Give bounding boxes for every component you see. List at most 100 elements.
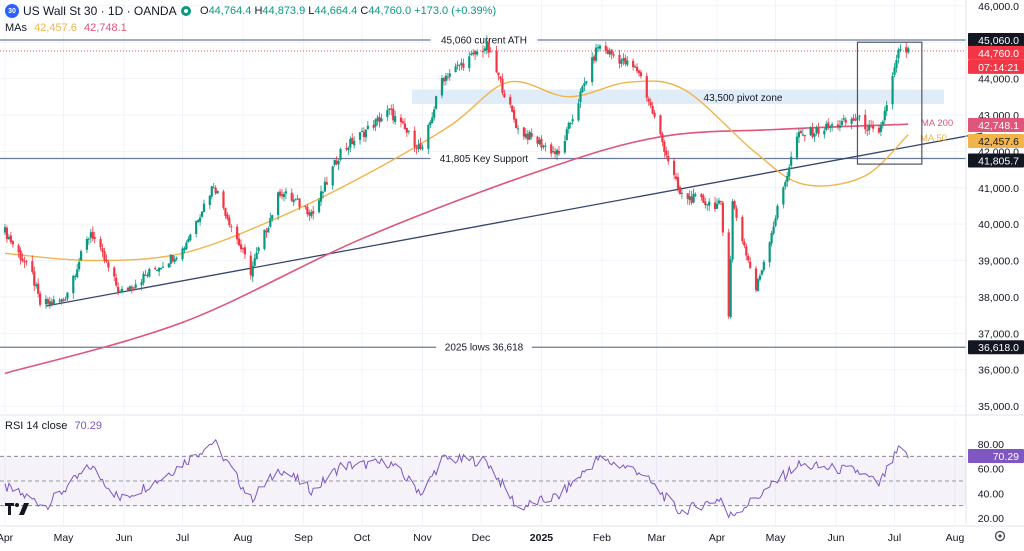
- candle-body: [776, 205, 779, 219]
- time-tick-label: May: [766, 532, 787, 544]
- pivot-zone-label: 43,500 pivot zone: [704, 93, 783, 104]
- ath-badge-bg: [968, 33, 1024, 48]
- time-tick-label: Jun: [828, 532, 845, 544]
- candle-body: [401, 121, 405, 124]
- candle-body: [255, 252, 258, 260]
- candle-body: [52, 299, 55, 305]
- candle-body: [378, 116, 381, 123]
- candle-body: [107, 262, 110, 268]
- candle-body: [323, 181, 327, 192]
- candle-body: [366, 125, 369, 129]
- candle-body: [501, 78, 504, 93]
- candle-body: [676, 177, 680, 189]
- candle-body: [680, 192, 683, 194]
- candle-body: [895, 59, 898, 69]
- candle-body: [854, 119, 857, 121]
- candle-body: [85, 239, 89, 250]
- candle-body: [35, 284, 38, 287]
- candle-body: [511, 105, 514, 112]
- candle-body: [897, 49, 900, 59]
- candle-body: [715, 203, 719, 209]
- candle-body: [325, 182, 328, 185]
- ath-badge: 45,060.0: [978, 35, 1019, 47]
- candle-body: [405, 127, 408, 133]
- candle-body: [228, 217, 231, 226]
- mas-legend[interactable]: MAs 42,457.6 42,748.1: [5, 22, 127, 34]
- candle-body: [622, 58, 625, 61]
- candle-body: [380, 118, 383, 122]
- candle-body: [713, 202, 717, 210]
- rsi-legend[interactable]: RSI 14 close 70.29: [5, 420, 102, 432]
- candle-body: [735, 208, 738, 218]
- candle-body: [731, 201, 734, 260]
- candle-body: [672, 160, 676, 175]
- candle-body: [811, 127, 814, 137]
- time-tick-label: Jun: [116, 532, 133, 544]
- open-label: O: [200, 5, 209, 17]
- candle-body: [513, 110, 516, 120]
- chart-title[interactable]: US Wall St 30 · 1D · OANDA: [23, 4, 177, 18]
- time-tick-label: Feb: [593, 532, 611, 544]
- candle-body: [249, 255, 252, 276]
- candle-body: [786, 175, 789, 182]
- candle-body: [117, 286, 120, 293]
- symbol-badge[interactable]: 30: [5, 4, 19, 18]
- close-value: 44,760.0: [368, 5, 412, 17]
- high-label: H: [254, 5, 263, 17]
- candle-body: [241, 248, 245, 250]
- candle-body: [321, 192, 325, 194]
- eye-icon[interactable]: [180, 5, 192, 17]
- candle-body: [610, 49, 613, 55]
- candle-body: [269, 218, 272, 227]
- candle-body: [360, 130, 364, 132]
- candle-body: [48, 301, 51, 305]
- candle-body: [749, 261, 752, 268]
- candle-body: [210, 186, 213, 197]
- candle-body: [304, 205, 307, 207]
- candle-body: [649, 102, 652, 106]
- candle-body: [37, 283, 40, 294]
- candle-body: [142, 273, 145, 283]
- candle-body: [768, 242, 771, 263]
- ma200-badge: 42,748.1: [978, 120, 1019, 132]
- candle-body: [171, 255, 174, 262]
- candle-body: [183, 248, 186, 251]
- candle-body: [667, 155, 670, 162]
- time-tick-label: Aug: [946, 532, 965, 544]
- price-tick-label: 40,000.0: [978, 219, 1019, 231]
- candle-body: [788, 167, 791, 177]
- candle-body: [817, 127, 820, 134]
- candle-body: [277, 192, 280, 215]
- candle-body: [167, 263, 170, 268]
- gear-icon[interactable]: [994, 530, 1006, 542]
- candle-body: [596, 47, 600, 49]
- candle-body: [747, 255, 750, 261]
- candle-body: [799, 130, 802, 134]
- candle-body: [263, 229, 266, 249]
- tradingview-logo-icon[interactable]: [5, 503, 31, 515]
- candle-body: [797, 132, 801, 138]
- candle-body: [294, 199, 297, 201]
- candle-body: [544, 145, 547, 147]
- candle-body: [743, 241, 746, 246]
- candle-body: [456, 64, 459, 66]
- candle-body: [337, 160, 340, 165]
- candle-body: [557, 150, 561, 154]
- price-tick-label: 46,000.0: [978, 1, 1019, 13]
- candle-body: [598, 45, 602, 49]
- candle-body: [905, 47, 908, 53]
- candle-body: [440, 78, 444, 96]
- candle-body: [784, 182, 787, 187]
- candle-body: [563, 140, 566, 153]
- candle-body: [339, 149, 342, 160]
- rsi-badge: 70.29: [993, 451, 1019, 463]
- candle-body: [372, 124, 375, 128]
- key-support-badge-bg: [968, 153, 1024, 168]
- candle-body: [831, 124, 834, 126]
- candle-body: [569, 123, 572, 125]
- candles-group: [3, 35, 910, 319]
- candle-body: [801, 134, 804, 136]
- price-tick-label: 44,000.0: [978, 74, 1019, 86]
- ma50-legend-value: 42,457.6: [34, 22, 77, 34]
